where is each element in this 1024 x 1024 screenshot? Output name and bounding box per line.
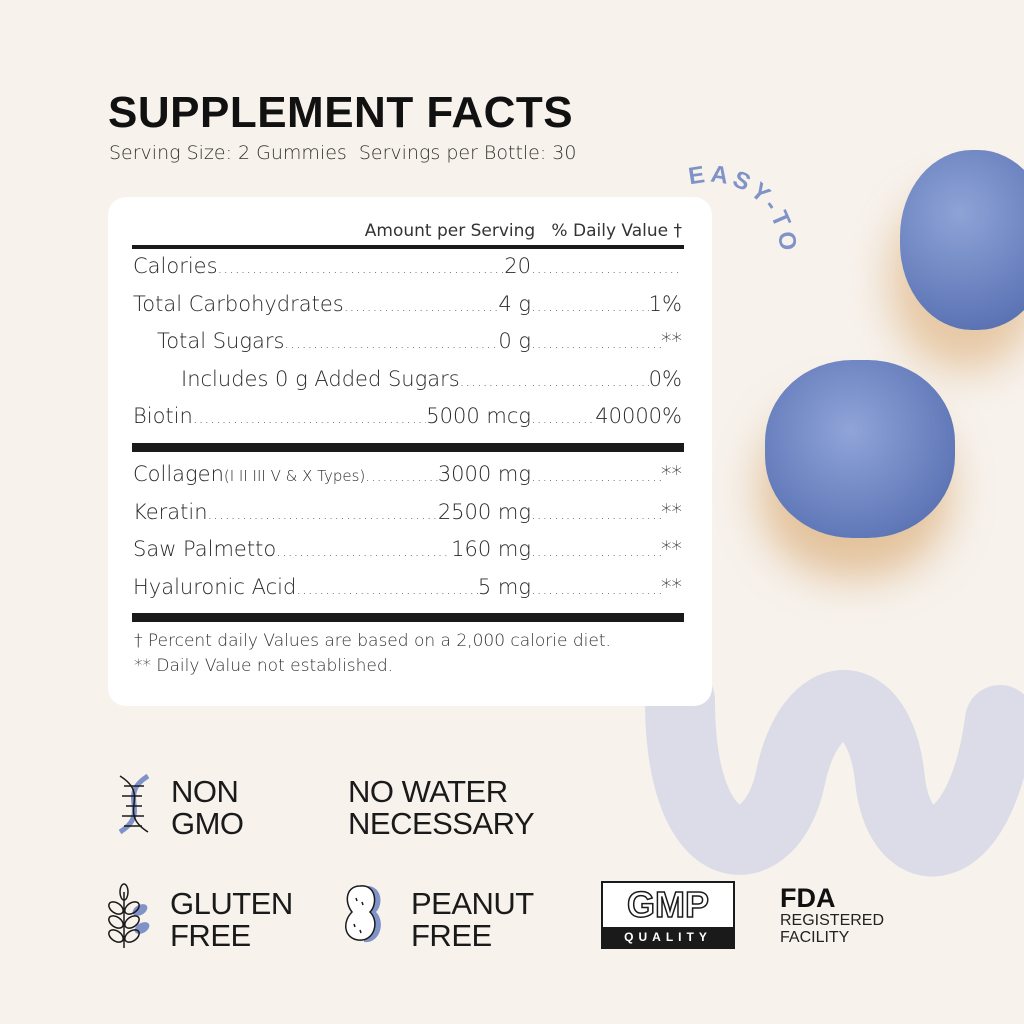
fda-logo-text: FDA [780, 883, 836, 913]
footnote: ** Daily Value not established. [134, 656, 394, 676]
amount: 2500 mg [437, 499, 531, 524]
gluten-free-badge: GLUTEN FREE [170, 888, 293, 952]
divider [132, 613, 684, 622]
badge-line: FREE [411, 918, 492, 953]
amount: 5 mg [477, 574, 531, 599]
nutrient-name: Keratin [133, 499, 208, 524]
gummy-image-1 [900, 150, 1024, 330]
row-note: (I II III V & X Types) [223, 467, 366, 485]
dot-leader [344, 297, 499, 315]
dot-leader [531, 505, 661, 523]
daily-value: ** [661, 574, 682, 599]
table-row: Keratin 2500 mg ** [133, 500, 682, 530]
dot-leader [208, 505, 438, 523]
dot-leader [531, 542, 661, 560]
gummy-image-2 [765, 360, 955, 538]
page-title: SUPPLEMENT FACTS [108, 88, 574, 137]
dot-leader [531, 409, 595, 427]
table-row: Hyaluronic Acid 5 mg ** [133, 575, 682, 605]
gmp-quality-label: QUALITY [603, 927, 733, 947]
badge-line: GMO [171, 806, 244, 841]
nutrient-name: Saw Palmetto [133, 537, 277, 561]
amount: 0 g [498, 329, 531, 353]
daily-value: 1% [648, 291, 682, 316]
dot-leader [284, 334, 498, 352]
amount: 5000 mcg [426, 404, 531, 428]
dot-leader [365, 467, 438, 485]
supplement-facts-table: Amount per Serving % Daily Value † Calor… [108, 197, 712, 706]
badge-line: GLUTEN [170, 886, 293, 921]
table-row: Includes 0 g Added Sugars 0% [133, 367, 682, 397]
amount: 4 g [498, 291, 531, 316]
dot-leader [531, 259, 682, 277]
divider [132, 245, 684, 249]
amount: 160 mg [451, 537, 531, 561]
footnote: † Percent daily Values are based on a 2,… [134, 631, 611, 651]
dot-leader [531, 372, 649, 390]
daily-value: ** [661, 462, 682, 486]
nutrient-name: Hyaluronic Acid [133, 574, 297, 599]
nutrient-name: Total Carbohydrates [133, 291, 344, 316]
dot-leader [460, 372, 531, 390]
fda-badge: FDA REGISTERED FACILITY [780, 884, 884, 946]
dot-leader [218, 259, 505, 277]
divider [132, 443, 684, 452]
daily-value: ** [661, 499, 682, 524]
nutrient-name: Calories [133, 254, 218, 278]
daily-value: ** [661, 537, 682, 561]
daily-value: 0% [648, 366, 682, 391]
nutrient-name: Total Sugars [157, 329, 285, 353]
gmp-logo-text: GMP [626, 883, 710, 926]
dot-leader [531, 297, 649, 315]
table-row: Total Sugars 0 g ** [133, 329, 682, 359]
nutrient-name: Includes 0 g Added Sugars [181, 366, 460, 391]
badge-line: NON [171, 774, 239, 809]
table-row: Saw Palmetto 160 mg ** [133, 537, 682, 567]
badge-line: FACILITY [780, 929, 850, 946]
dot-leader [531, 580, 661, 598]
badge-line: NO WATER [348, 774, 508, 809]
wheat-icon [108, 883, 150, 948]
no-water-badge: NO WATER NECESSARY [348, 774, 535, 841]
dna-icon [118, 773, 150, 835]
badge-line: NECESSARY [348, 806, 535, 841]
amount: 3000 mg [437, 462, 531, 486]
dot-leader [276, 542, 451, 560]
dot-leader [531, 334, 661, 352]
gmp-quality-badge: GMP QUALITY [601, 881, 735, 949]
daily-value: ** [661, 329, 682, 353]
amount: 20 [504, 254, 531, 278]
dot-leader [193, 409, 426, 427]
table-row: Biotin 5000 mcg 40000% [133, 404, 682, 434]
daily-value: 40000% [595, 404, 682, 428]
non-gmo-badge: NON GMO [171, 776, 244, 840]
table-row: Calories 20 [133, 254, 682, 284]
peanut-icon [345, 885, 381, 943]
serving-info: Serving Size: 2 Gummies Servings per Bot… [109, 142, 577, 164]
dot-leader [296, 580, 478, 598]
badge-line: FREE [170, 918, 251, 953]
peanut-free-badge: PEANUT FREE [411, 888, 534, 952]
table-row: Total Carbohydrates 4 g 1% [133, 292, 682, 322]
badge-line: REGISTERED [780, 912, 885, 929]
dot-leader [531, 467, 661, 485]
nutrient-name: Biotin [133, 404, 193, 428]
nutrient-name: Collagen [133, 462, 224, 486]
badge-line: PEANUT [411, 886, 534, 921]
squiggle-decoration [645, 665, 1024, 877]
table-header: Amount per Serving % Daily Value † [364, 221, 682, 241]
table-row: Collagen (I II III V & X Types) 3000 mg ** [133, 462, 682, 492]
